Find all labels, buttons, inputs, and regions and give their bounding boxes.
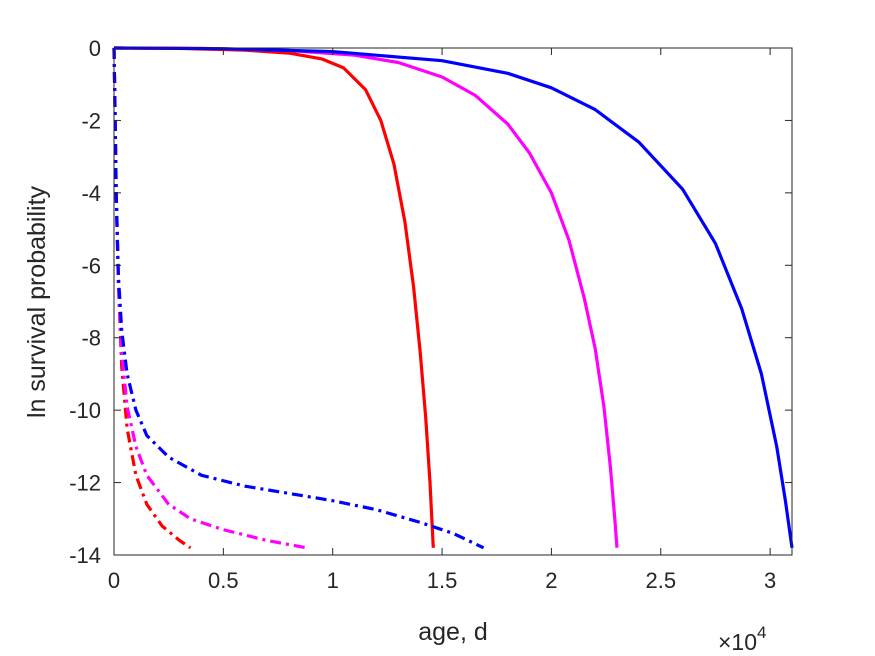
x-tick-label: 0.5	[208, 568, 239, 593]
x-tick-label: 3	[764, 568, 776, 593]
x-axis-exponent: ×104	[718, 623, 766, 655]
x-tick-label: 1.5	[427, 568, 458, 593]
x-exponent-base: ×10	[718, 629, 757, 655]
y-tick-label: -12	[69, 471, 101, 496]
x-axis-ticks: 0 0.5 1 1.5 2 2.5 3	[108, 48, 776, 593]
series-line-3	[113, 46, 794, 549]
y-tick-label: -2	[81, 108, 101, 133]
y-tick-label: -14	[69, 543, 101, 568]
y-tick-label: -6	[81, 253, 101, 278]
y-tick-label: 0	[89, 36, 101, 61]
plot-area	[114, 48, 792, 555]
x-tick-label: 2.5	[645, 568, 676, 593]
x-tick-label: 1	[327, 568, 339, 593]
y-tick-label: -8	[81, 326, 101, 351]
axes-box	[113, 47, 793, 556]
y-tick-label: -10	[69, 398, 101, 423]
series-line-6	[112, 47, 485, 550]
y-axis-label: ln survival probability	[23, 185, 51, 418]
y-tick-label: -4	[81, 181, 101, 206]
x-tick-label: 0	[108, 568, 120, 593]
x-exponent-power: 4	[757, 623, 766, 642]
x-tick-label: 2	[545, 568, 557, 593]
y-axis-ticks: 0 -2 -4 -6 -8 -10 -12 -14	[69, 36, 792, 568]
x-axis-label: age, d	[418, 618, 488, 646]
